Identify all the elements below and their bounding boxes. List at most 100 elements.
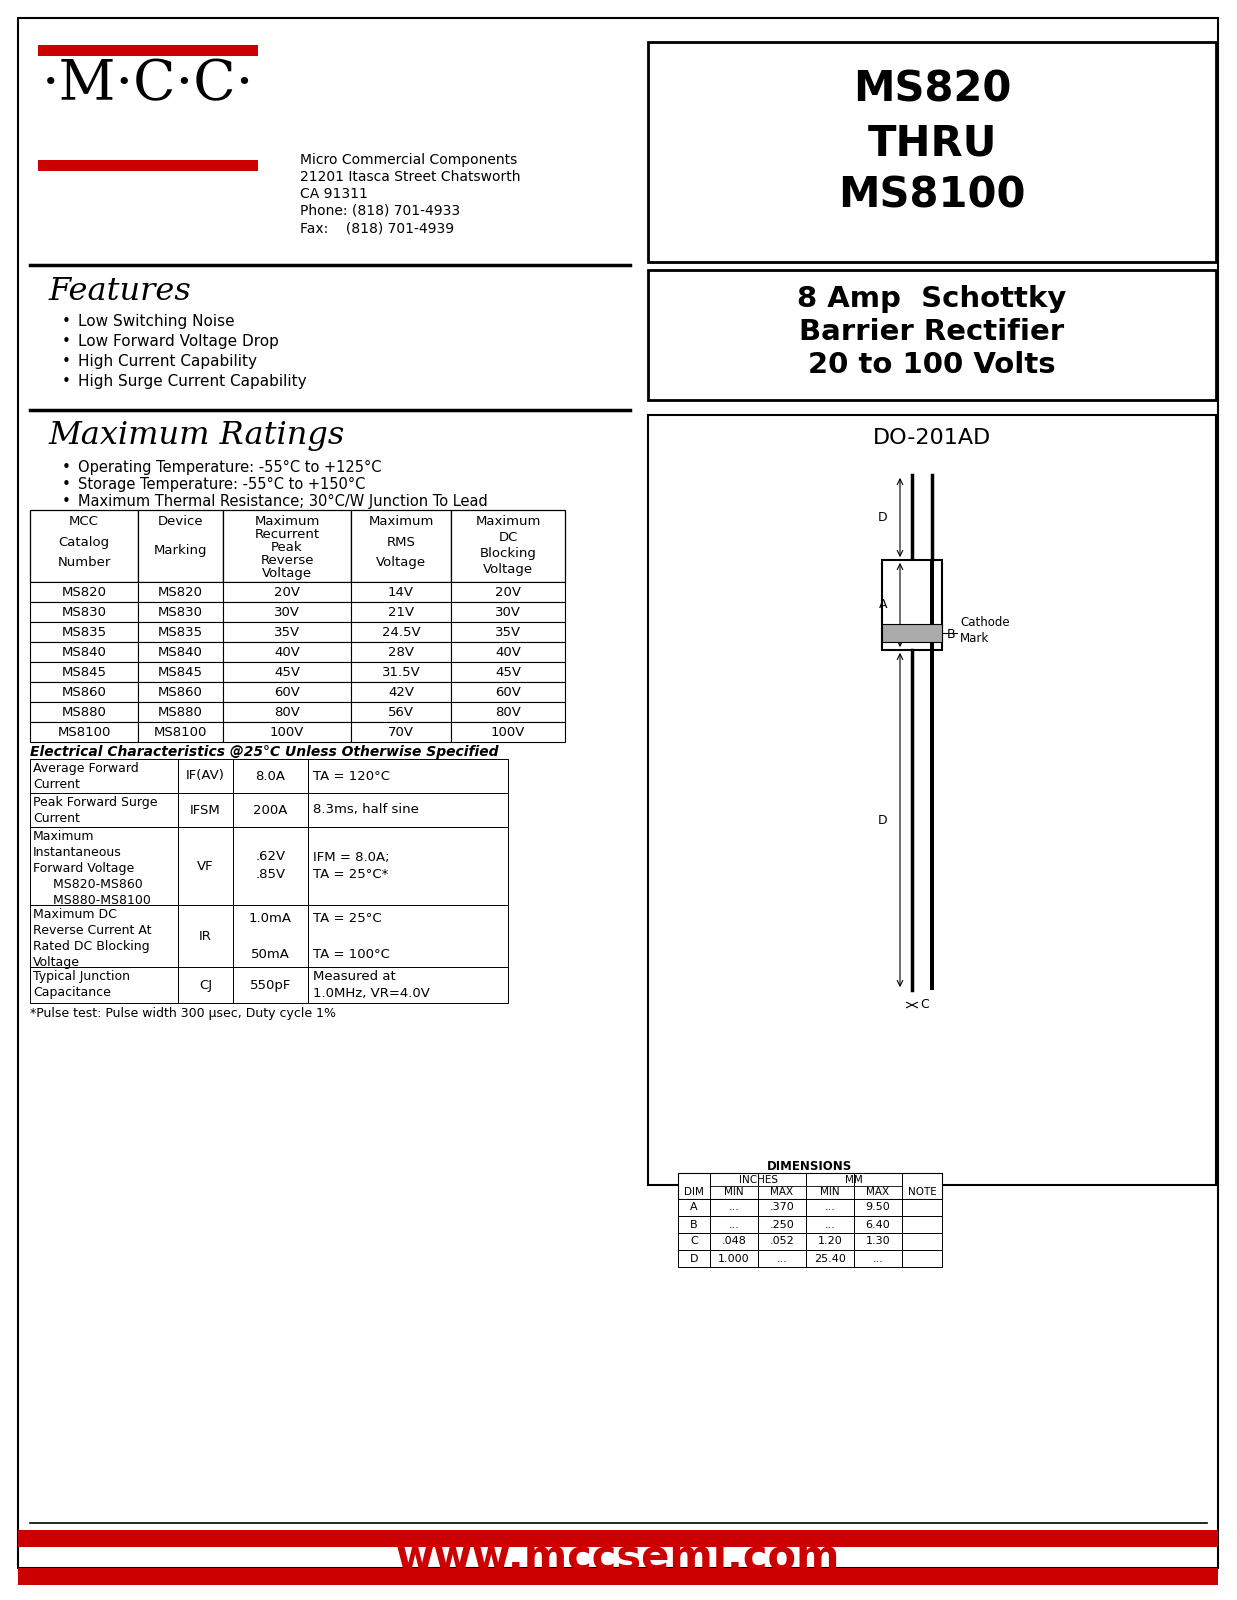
Bar [233, 794, 308, 827]
Bar [452, 702, 565, 722]
Bar [139, 682, 223, 702]
Text: High Surge Current Capability: High Surge Current Capability [78, 374, 307, 389]
Text: B: B [690, 1219, 698, 1229]
Text: Catalog: Catalog [58, 536, 110, 549]
Text: 45V: 45V [275, 666, 301, 678]
Bar [902, 1250, 943, 1267]
Text: MS845: MS845 [158, 666, 203, 678]
Text: 9.50: 9.50 [866, 1203, 891, 1213]
Bar [854, 1250, 902, 1267]
Text: MS840: MS840 [62, 645, 106, 659]
Bar [30, 662, 139, 682]
Text: INCHES: INCHES [738, 1174, 778, 1186]
Bar [351, 622, 452, 642]
Text: 21V: 21V [388, 605, 414, 619]
Bar [351, 682, 452, 702]
Text: Measured at
1.0MHz, VR=4.0V: Measured at 1.0MHz, VR=4.0V [313, 970, 430, 1000]
Text: 1.30: 1.30 [866, 1237, 891, 1246]
Text: .250: .250 [769, 1219, 794, 1229]
Text: IFM = 8.0A;
TA = 25°C*: IFM = 8.0A; TA = 25°C* [313, 851, 390, 882]
Bar [30, 794, 178, 827]
Text: 30V: 30V [495, 605, 521, 619]
Bar [902, 1216, 943, 1234]
Text: *Pulse test: Pulse width 300 μsec, Duty cycle 1%: *Pulse test: Pulse width 300 μsec, Duty … [30, 1006, 336, 1021]
Text: .370: .370 [769, 1203, 794, 1213]
Text: TA = 120°C: TA = 120°C [313, 770, 390, 782]
Bar [807, 1198, 854, 1216]
Bar [38, 160, 259, 171]
Text: Features: Features [48, 275, 190, 307]
Text: CA 91311: CA 91311 [301, 187, 367, 202]
Text: DC: DC [499, 531, 518, 544]
Bar [930, 560, 934, 990]
Text: •: • [62, 494, 71, 509]
Text: D: D [690, 1253, 698, 1264]
Text: .62V
.85V: .62V .85V [255, 851, 286, 882]
Bar [678, 1198, 710, 1216]
Bar [452, 602, 565, 622]
Bar [648, 42, 1216, 262]
Bar [678, 1216, 710, 1234]
Bar [807, 1216, 854, 1234]
Text: Recurrent: Recurrent [255, 528, 319, 541]
Text: MAX: MAX [866, 1187, 889, 1197]
Bar [807, 1234, 854, 1250]
Bar [178, 827, 233, 906]
Text: •: • [62, 354, 71, 370]
Text: TA = 25°C

TA = 100°C: TA = 25°C TA = 100°C [313, 912, 390, 960]
Text: 24.5V: 24.5V [382, 626, 421, 638]
Text: Cathode
Mark: Cathode Mark [960, 616, 1009, 645]
Text: MS820: MS820 [62, 586, 106, 598]
Bar [139, 642, 223, 662]
Text: Marking: Marking [153, 544, 208, 557]
Bar [452, 682, 565, 702]
Text: Phone: (818) 701-4933: Phone: (818) 701-4933 [301, 203, 460, 218]
Text: ...: ... [777, 1253, 788, 1264]
Text: NOTE: NOTE [908, 1187, 936, 1197]
Text: MS820: MS820 [158, 586, 203, 598]
Text: 1.20: 1.20 [818, 1237, 842, 1246]
Bar [452, 510, 565, 582]
Bar [308, 966, 508, 1003]
Text: 80V: 80V [275, 706, 299, 718]
Text: C: C [690, 1237, 698, 1246]
Text: CJ: CJ [199, 979, 212, 992]
Bar [854, 1216, 902, 1234]
Text: Voltage: Voltage [262, 568, 312, 581]
Text: 1.0mA

50mA: 1.0mA 50mA [249, 912, 292, 960]
Bar [710, 1216, 758, 1234]
Bar [223, 602, 351, 622]
Text: ...: ... [825, 1203, 835, 1213]
Bar [452, 722, 565, 742]
Bar [648, 414, 1216, 1186]
Text: IR: IR [199, 930, 212, 942]
Text: 56V: 56V [388, 706, 414, 718]
Text: MS840: MS840 [158, 645, 203, 659]
Bar [452, 622, 565, 642]
Text: Maximum
Instantaneous
Forward Voltage
     MS820-MS860
     MS880-MS8100: Maximum Instantaneous Forward Voltage MS… [33, 830, 151, 907]
Text: 550pF: 550pF [250, 979, 291, 992]
Text: ...: ... [872, 1253, 883, 1264]
Bar [139, 510, 223, 582]
Bar [139, 582, 223, 602]
Text: ·M·C·C·: ·M·C·C· [42, 58, 254, 112]
Bar [223, 662, 351, 682]
Text: 1.000: 1.000 [719, 1253, 750, 1264]
Text: High Current Capability: High Current Capability [78, 354, 257, 370]
Text: 35V: 35V [273, 626, 301, 638]
Text: MAX: MAX [771, 1187, 794, 1197]
Text: 20 to 100 Volts: 20 to 100 Volts [808, 350, 1056, 379]
Text: 25.40: 25.40 [814, 1253, 846, 1264]
Text: MS830: MS830 [158, 605, 203, 619]
Bar [223, 582, 351, 602]
Bar [30, 682, 139, 702]
Text: 20V: 20V [275, 586, 301, 598]
Text: MS8100: MS8100 [57, 725, 110, 739]
Text: 80V: 80V [495, 706, 521, 718]
Bar [351, 642, 452, 662]
Bar [308, 794, 508, 827]
Text: DIM: DIM [684, 1187, 704, 1197]
Bar [882, 624, 943, 642]
Text: Maximum: Maximum [475, 515, 541, 528]
Bar [30, 602, 139, 622]
